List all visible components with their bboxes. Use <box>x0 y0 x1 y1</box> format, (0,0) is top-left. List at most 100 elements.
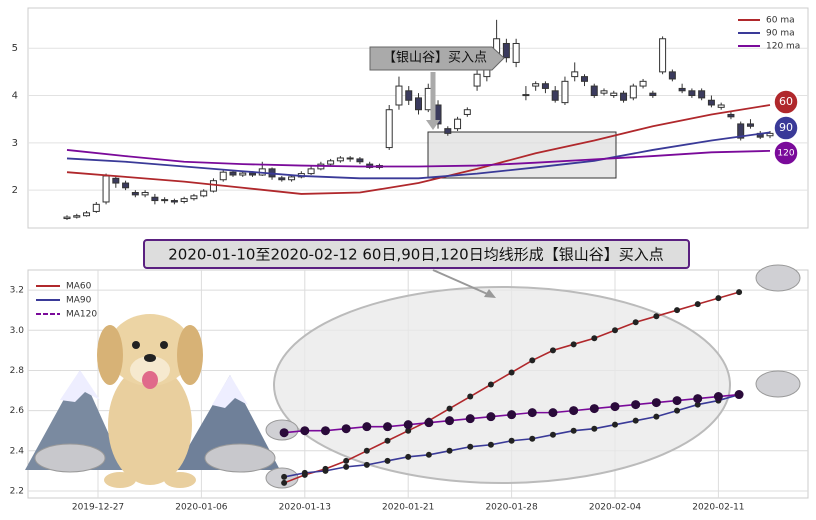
candle-body <box>600 90 608 94</box>
point <box>672 396 682 406</box>
point <box>591 335 598 342</box>
point <box>736 289 743 296</box>
candle-body <box>590 85 598 97</box>
ma-line <box>66 149 771 168</box>
point <box>363 447 370 454</box>
point <box>486 412 496 422</box>
decoration <box>25 264 801 489</box>
candle-body <box>454 118 462 130</box>
banner-title: 2020-01-10至2020-02-12 60日,90日,120日均线形成【银… <box>168 246 663 264</box>
point <box>734 390 744 400</box>
candle-body <box>288 176 296 181</box>
point <box>529 357 536 364</box>
highlight-ellipse <box>273 286 731 484</box>
arrow <box>432 269 493 297</box>
candle-body <box>239 172 247 176</box>
candle-body <box>385 109 393 149</box>
x-tick-label: 2020-02-04 <box>589 503 642 513</box>
candle-body <box>561 80 569 104</box>
candle-body <box>229 171 237 176</box>
point <box>715 295 722 302</box>
point <box>362 422 372 432</box>
candle-body <box>112 177 120 184</box>
annotation-arrow-head <box>426 120 440 130</box>
candle-body <box>766 132 774 137</box>
legend-label: MA90 <box>66 296 92 306</box>
point <box>507 410 517 420</box>
point <box>300 426 310 436</box>
candle-body <box>678 87 686 92</box>
candle-body <box>83 212 91 217</box>
point <box>612 421 618 428</box>
point <box>632 319 639 326</box>
point <box>341 424 351 434</box>
point <box>425 451 432 458</box>
point <box>446 447 453 454</box>
point <box>279 428 289 438</box>
annotation: 【银山谷】买入点 <box>383 51 487 66</box>
candle-body <box>200 190 208 197</box>
candle-body <box>190 195 198 200</box>
point <box>322 467 329 474</box>
point <box>653 413 660 420</box>
point <box>591 425 598 432</box>
point <box>713 392 723 402</box>
point <box>653 313 660 320</box>
point <box>651 398 661 408</box>
point <box>343 457 350 464</box>
legend-label: 60 ma <box>766 16 795 26</box>
point <box>529 435 536 442</box>
point <box>693 394 703 404</box>
x-tick-label: 2019-12-27 <box>72 503 124 513</box>
point <box>405 427 412 434</box>
point <box>527 408 537 418</box>
candle-body <box>473 73 481 87</box>
candle-body <box>161 199 169 202</box>
y-tick-label: 2.2 <box>10 486 24 496</box>
point <box>384 457 391 464</box>
y-tick-label: 3.0 <box>10 326 25 336</box>
candle-body <box>219 171 227 181</box>
x-tick-label: 2020-02-11 <box>692 503 744 513</box>
candle-body <box>180 198 188 203</box>
point <box>487 441 494 448</box>
x-tick-label: 2020-01-28 <box>485 503 538 513</box>
point <box>446 405 453 412</box>
candle-body <box>346 157 354 160</box>
y-tick-label: 4 <box>12 91 18 102</box>
candle-body <box>522 94 530 97</box>
point <box>610 402 620 412</box>
point <box>508 437 515 444</box>
candle-body <box>395 85 403 106</box>
point <box>281 473 288 480</box>
point <box>384 437 391 444</box>
candle-body <box>727 113 735 118</box>
point <box>589 404 599 414</box>
x-tick-label: 2020-01-13 <box>279 503 331 513</box>
candle-body <box>541 83 549 89</box>
candle-body <box>707 99 715 106</box>
candle-body <box>131 192 139 196</box>
y-tick-label: 3 <box>12 138 18 149</box>
legend-label: 90 ma <box>766 29 795 39</box>
candle-body <box>639 80 647 87</box>
candle-body <box>415 97 422 111</box>
end-label-badge <box>773 115 799 141</box>
candle-body <box>668 71 676 80</box>
candle-body <box>405 90 413 101</box>
point <box>320 426 330 436</box>
candle-body <box>170 200 178 203</box>
candle-body <box>717 104 725 108</box>
point <box>467 443 474 450</box>
point <box>570 341 577 348</box>
point <box>549 431 556 438</box>
y-tick-label: 2.8 <box>10 366 25 376</box>
candle-body <box>356 158 364 163</box>
ma-line <box>66 104 771 195</box>
point <box>569 406 579 416</box>
point <box>548 408 558 418</box>
point <box>403 420 413 430</box>
candle-body <box>278 177 286 181</box>
end-label: 90 <box>779 121 793 134</box>
point <box>445 416 455 426</box>
